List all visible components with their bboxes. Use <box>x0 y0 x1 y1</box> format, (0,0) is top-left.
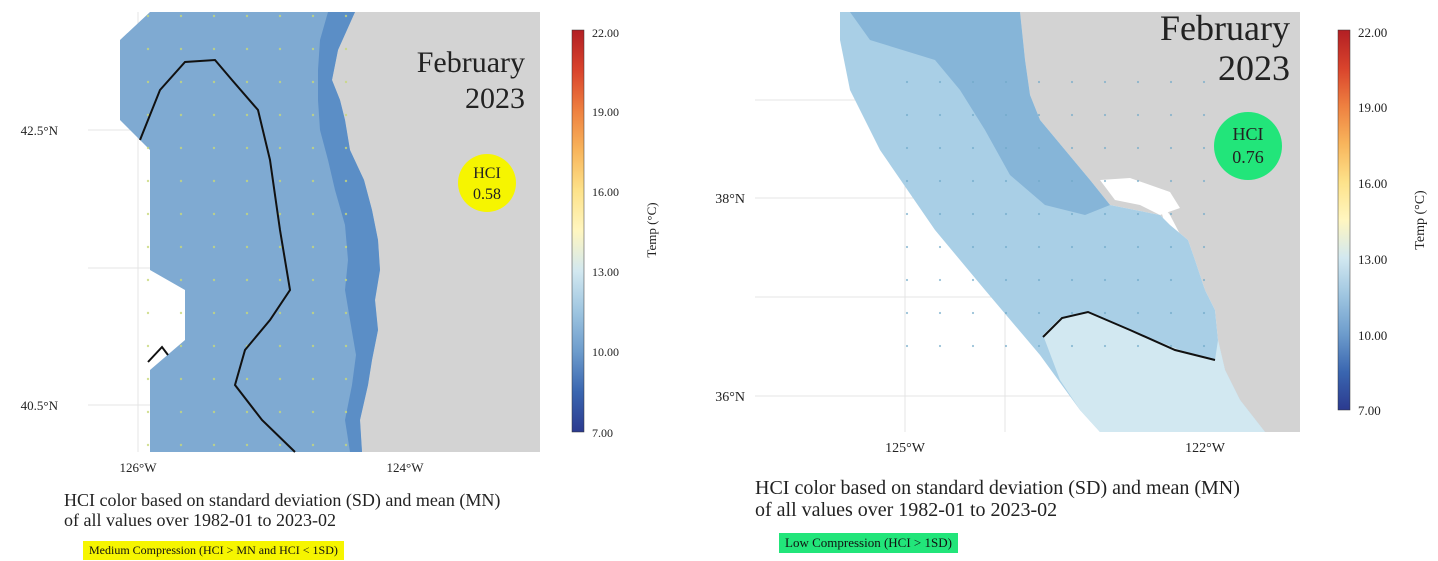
south-legend-tick: 19.00 <box>1358 100 1387 115</box>
south-lon-label: 125°W <box>885 441 926 456</box>
south-legend-tick: 13.00 <box>1358 252 1387 267</box>
note-line: of all values over 1982-01 to 2023-02 <box>755 499 1058 521</box>
temperature-contour-small <box>147 345 169 363</box>
grid-dots <box>890 60 1220 360</box>
north-hci-note: HCI color based on standard deviation (S… <box>64 490 500 530</box>
north-legend-tick: 19.00 <box>592 105 619 119</box>
north-compression-badge: Medium Compression (HCI > MN and HCI < 1… <box>83 541 344 560</box>
north-year-title: 2023 <box>465 82 525 115</box>
north-month-title: February <box>417 46 525 79</box>
note-line: of all values over 1982-01 to 2023-02 <box>64 510 336 530</box>
south-hci-label: HCI <box>1233 124 1264 144</box>
north-legend-tick: 22.00 <box>592 26 619 40</box>
north-map-panel <box>88 12 540 453</box>
grid-dots <box>120 12 350 452</box>
north-hci-label: HCI <box>473 165 501 182</box>
north-legend-tick: 13.00 <box>592 265 619 279</box>
hci-indicator-south <box>1214 112 1282 180</box>
north-lon-label: 126°W <box>120 460 158 475</box>
north-lon-label: 124°W <box>387 460 425 475</box>
south-legend-title: Temp (°C) <box>1413 190 1428 250</box>
note-line: HCI color based on standard deviation (S… <box>755 477 1240 499</box>
south-lon-label: 122°W <box>1185 441 1226 456</box>
north-lat-label: 40.5°N <box>21 398 59 413</box>
north-hci-value: 0.58 <box>473 186 501 203</box>
south-lat-label: 36°N <box>715 390 745 405</box>
south-hci-note: HCI color based on standard deviation (S… <box>755 477 1240 521</box>
south-legend-tick: 22.00 <box>1358 25 1387 40</box>
temperature-contour <box>1042 310 1216 361</box>
north-legend-tick: 10.00 <box>592 345 619 359</box>
north-legend-tick: 7.00 <box>592 426 613 440</box>
hci-indicator-north <box>458 154 516 212</box>
south-legend-tick: 16.00 <box>1358 176 1387 191</box>
north-legend-tick: 16.00 <box>592 185 619 199</box>
south-map-panel <box>755 12 1300 432</box>
south-hci-value: 0.76 <box>1232 147 1264 167</box>
land-area <box>332 12 540 452</box>
south-legend-tick: 10.00 <box>1358 328 1387 343</box>
south-legend-tick: 7.00 <box>1358 403 1381 418</box>
south-compression-badge: Low Compression (HCI > 1SD) <box>779 533 958 553</box>
south-year-title: 2023 <box>1218 48 1290 88</box>
south-lat-label: 38°N <box>715 192 745 207</box>
note-line: HCI color based on standard deviation (S… <box>64 490 501 510</box>
south-month-title: February <box>1160 8 1290 48</box>
north-lat-label: 42.5°N <box>21 123 59 138</box>
north-legend-title: Temp (°C) <box>644 202 659 257</box>
north-colorbar <box>571 29 585 433</box>
south-colorbar <box>1337 29 1351 411</box>
temperature-contour <box>139 58 296 453</box>
